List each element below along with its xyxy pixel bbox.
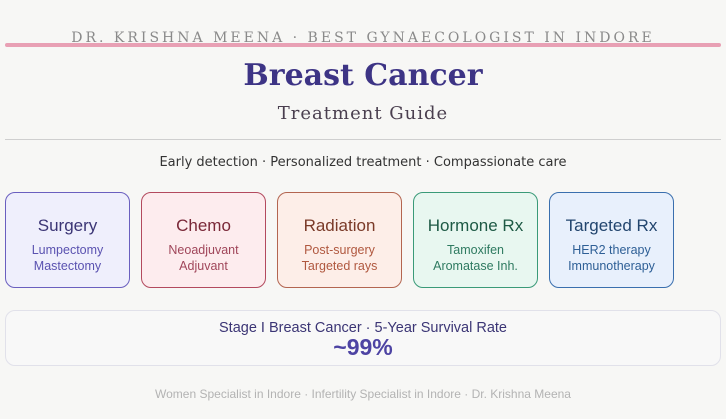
page-subtitle: Treatment Guide [277, 103, 449, 124]
card-detail: Post-surgery Targeted rays [301, 243, 378, 273]
footer: Women Specialist in Indore · Infertility… [155, 387, 571, 401]
card-title: Hormone Rx [427, 216, 524, 235]
card-detail: Neoadjuvant Adjuvant [168, 243, 239, 273]
card-radiation: Radiation Post-surgery Targeted rays [277, 192, 402, 288]
card-title: Surgery [37, 216, 98, 235]
card-detail: Tamoxifen Aromatase Inh. [433, 243, 518, 273]
survival-label: Stage I Breast Cancer · 5-Year Survival … [219, 320, 507, 336]
card-chemo: Chemo Neoadjuvant Adjuvant [141, 192, 266, 288]
card-title: Chemo [176, 216, 231, 235]
accent-bar [5, 43, 721, 47]
survival-box: Stage I Breast Cancer · 5-Year Survival … [5, 310, 721, 366]
divider [5, 139, 721, 140]
card-detail: HER2 therapy Immunotherapy [568, 243, 655, 273]
tagline: Early detection · Personalized treatment… [159, 155, 567, 170]
doctor-banner: DR. KRISHNA MEENA · BEST GYNAECOLOGIST I… [71, 30, 655, 46]
card-surgery: Surgery Lumpectomy Mastectomy [5, 192, 130, 288]
page-title: Breast Cancer [243, 58, 483, 93]
card-title: Targeted Rx [565, 216, 658, 235]
survival-value: ~99% [333, 334, 393, 360]
card-hormone: Hormone Rx Tamoxifen Aromatase Inh. [413, 192, 538, 288]
card-title: Radiation [303, 216, 376, 235]
card-detail: Lumpectomy Mastectomy [31, 243, 104, 273]
card-targeted: Targeted Rx HER2 therapy Immunotherapy [549, 192, 674, 288]
